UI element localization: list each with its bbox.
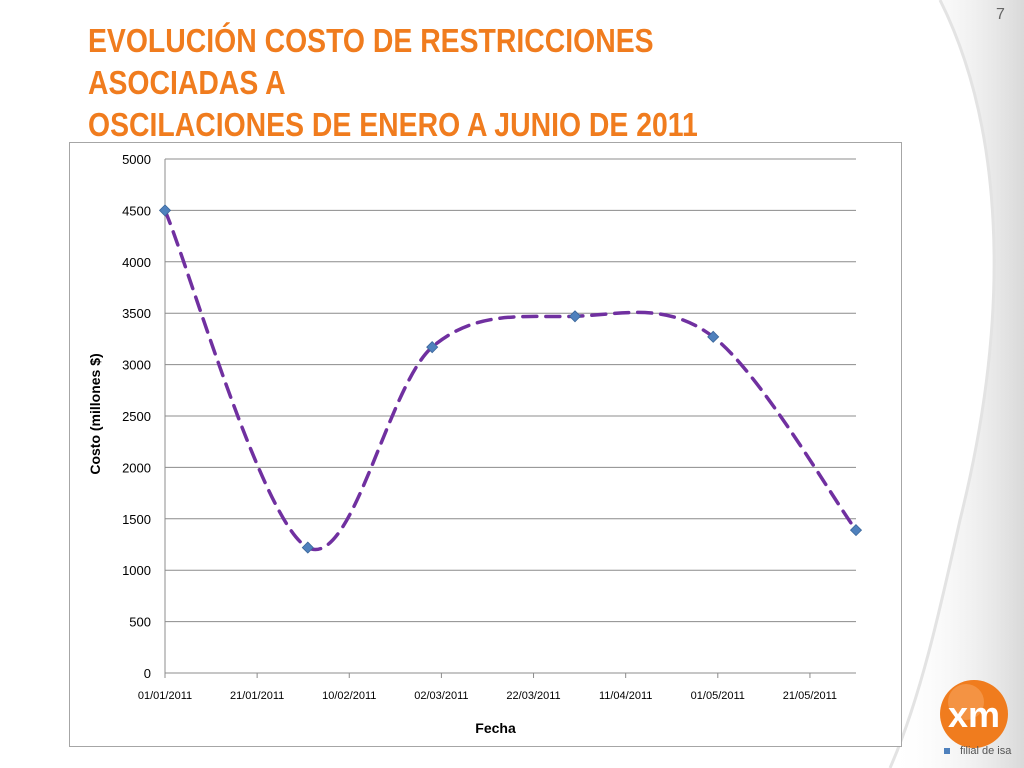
- y-tick-label: 4500: [122, 203, 151, 218]
- x-axis-title: Fecha: [475, 720, 516, 736]
- cost-chart: 0 500 1000 1500 2000 2500 3000 3500 4000 4500 5000…: [87, 152, 863, 736]
- xm-logo-highlight: [948, 684, 984, 720]
- decorative-swoosh-edge: [888, 0, 996, 768]
- y-tick-label: 5000: [122, 152, 151, 167]
- y-tick-label: 1500: [122, 512, 151, 527]
- logo-caption: filial de isa: [960, 745, 1012, 757]
- x-tick-label: 21/01/2011: [230, 690, 284, 702]
- data-point: [707, 330, 720, 343]
- y-tick-label: 3500: [122, 306, 151, 321]
- x-tick-label: 21/05/2011: [783, 690, 837, 702]
- isa-mark-icon: [944, 748, 950, 754]
- data-point: [568, 310, 582, 323]
- chart-frame: 0 500 1000 1500 2000 2500 3000 3500 4000 4500 5000…: [69, 142, 902, 747]
- y-tick-label: 1000: [122, 563, 151, 578]
- y-tick-label: 0: [144, 666, 151, 681]
- y-tick-label: 4000: [122, 255, 151, 270]
- slide-title-line-2: OSCILACIONES DE ENERO A JUNIO DE 2011: [88, 106, 698, 143]
- y-tick-label: 3000: [122, 358, 151, 373]
- data-point: [158, 204, 172, 217]
- x-tick-label: 22/03/2011: [506, 690, 560, 702]
- data-point: [426, 341, 439, 354]
- xm-logo-mark: xm: [948, 694, 1000, 735]
- x-tick-label: 01/05/2011: [691, 690, 745, 702]
- slide-title-line-1: EVOLUCIÓN COSTO DE RESTRICCIONES ASOCIAD…: [88, 22, 654, 101]
- series-line: [163, 208, 858, 552]
- x-tick-label: 02/03/2011: [414, 690, 468, 702]
- xm-logo: xm: [940, 680, 1008, 754]
- slide-title: EVOLUCIÓN COSTO DE RESTRICCIONES ASOCIAD…: [88, 20, 776, 146]
- slide-number: 7: [996, 6, 1005, 23]
- data-point: [301, 541, 314, 554]
- data-point: [849, 524, 863, 537]
- y-tick-label: 500: [129, 615, 151, 630]
- decorative-swoosh: [890, 0, 1024, 768]
- y-axis-title: Costo (millones $): [87, 353, 103, 474]
- x-tick-label: 01/01/2011: [138, 690, 192, 702]
- y-tick-label: 2500: [122, 409, 151, 424]
- x-tick-label: 11/04/2011: [599, 690, 652, 702]
- y-tick-label: 2000: [122, 460, 151, 475]
- x-tick-label: 10/02/2011: [322, 690, 376, 702]
